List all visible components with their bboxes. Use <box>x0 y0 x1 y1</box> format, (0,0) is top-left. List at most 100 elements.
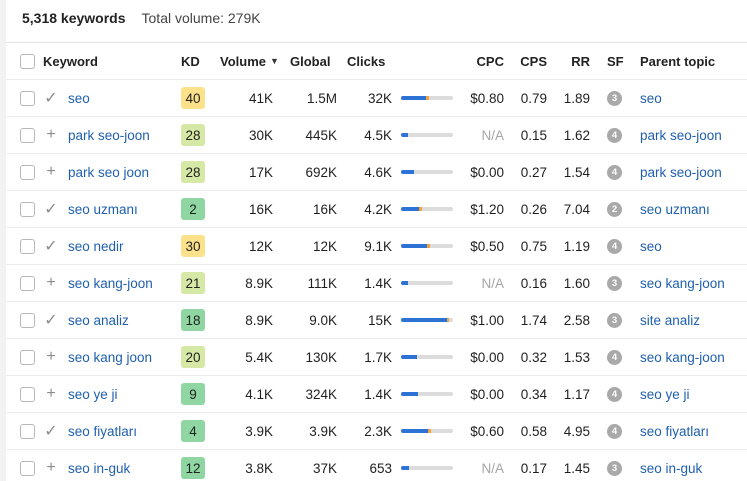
row-checkbox[interactable] <box>20 423 35 439</box>
keyword-link[interactable]: park seo joon <box>68 164 150 180</box>
column-header-clicks[interactable]: Clicks <box>347 53 386 69</box>
parent-topic-link[interactable]: seo <box>640 90 662 106</box>
column-header-volume[interactable]: Volume ▼ <box>220 43 279 79</box>
serp-features-badge[interactable]: 4 <box>607 386 622 402</box>
clicks-bar <box>401 244 453 248</box>
plus-icon[interactable]: + <box>46 459 56 476</box>
keyword-link[interactable]: park seo-joon <box>68 127 150 143</box>
cpc-value: $1.20 <box>470 201 504 217</box>
parent-topic-link[interactable]: seo kang-joon <box>640 275 725 291</box>
keyword-link[interactable]: seo ye ji <box>68 386 118 402</box>
plus-icon[interactable]: + <box>46 274 56 291</box>
select-all-checkbox[interactable] <box>20 53 35 69</box>
parent-topic-link[interactable]: seo kang-joon <box>640 349 725 365</box>
clicks-value: 4.2K <box>364 201 392 217</box>
column-header-kd[interactable]: KD <box>181 53 200 69</box>
keyword-link[interactable]: seo in-guk <box>68 460 131 476</box>
row-checkbox[interactable] <box>20 312 35 328</box>
row-checkbox[interactable] <box>20 460 35 476</box>
plus-icon[interactable]: + <box>46 348 56 365</box>
keyword-link[interactable]: seo nedir <box>68 238 124 254</box>
table-row: ✓ seo uzmanı 2 16K 16K 4.2K $1.20 0.26 7.04 2 seo … <box>6 191 747 228</box>
sort-desc-icon: ▼ <box>270 56 279 66</box>
kd-badge: 20 <box>181 346 205 368</box>
serp-features-badge[interactable]: 4 <box>607 164 622 180</box>
serp-features-badge[interactable]: 4 <box>607 423 622 439</box>
parent-topic-link[interactable]: site analiz <box>640 312 701 328</box>
clicks-value: 4.6K <box>364 164 392 180</box>
row-checkbox[interactable] <box>20 349 35 365</box>
serp-features-badge[interactable]: 3 <box>607 90 622 106</box>
column-header-cps[interactable]: CPS <box>520 53 547 69</box>
volume-value: 5.4K <box>245 349 273 365</box>
kd-badge: 30 <box>181 235 205 257</box>
plus-icon[interactable]: + <box>46 126 56 143</box>
serp-features-badge[interactable]: 4 <box>607 238 622 254</box>
clicks-bar <box>401 207 453 211</box>
column-header-rr[interactable]: RR <box>571 53 590 69</box>
row-checkbox[interactable] <box>20 164 35 180</box>
check-icon[interactable]: ✓ <box>44 90 58 107</box>
rr-value: 1.62 <box>563 127 590 143</box>
column-header-global[interactable]: Global <box>290 53 331 69</box>
row-checkbox[interactable] <box>20 275 35 291</box>
clicks-bar-other <box>428 429 431 433</box>
cpc-value: $0.50 <box>470 238 504 254</box>
serp-features-badge[interactable]: 3 <box>607 312 622 328</box>
clicks-value: 653 <box>369 460 392 476</box>
global-volume-value: 3.9K <box>309 423 337 439</box>
serp-features-badge[interactable]: 3 <box>607 275 622 291</box>
cpc-value: N/A <box>481 275 504 291</box>
parent-topic-link[interactable]: seo fiyatları <box>640 423 710 439</box>
parent-topic-link[interactable]: seo ye ji <box>640 386 690 402</box>
parent-topic-link[interactable]: seo in-guk <box>640 460 703 476</box>
check-icon[interactable]: ✓ <box>44 312 58 329</box>
keyword-link[interactable]: seo analiz <box>68 312 129 328</box>
cpc-value: $0.00 <box>470 349 504 365</box>
serp-features-badge[interactable]: 2 <box>607 201 622 217</box>
row-checkbox[interactable] <box>20 201 35 217</box>
parent-topic-link[interactable]: park seo-joon <box>640 164 722 180</box>
kd-badge: 18 <box>181 309 205 331</box>
column-header-cpc[interactable]: CPC <box>476 53 504 69</box>
parent-topic-link[interactable]: seo <box>640 238 662 254</box>
serp-features-badge[interactable]: 4 <box>607 127 622 143</box>
serp-features-badge[interactable]: 4 <box>607 349 622 365</box>
clicks-bar-organic <box>401 429 428 433</box>
cps-value: 0.15 <box>520 127 547 143</box>
plus-icon[interactable]: + <box>46 163 56 180</box>
cps-value: 0.75 <box>520 238 547 254</box>
row-checkbox[interactable] <box>20 238 35 254</box>
keyword-link[interactable]: seo kang-joon <box>68 275 153 291</box>
table-row: + seo in-guk 12 3.8K 37K 653 N/A 0.17 1.45 3 seo i… <box>6 450 747 481</box>
cps-value: 0.58 <box>520 423 547 439</box>
check-icon[interactable]: ✓ <box>44 423 58 440</box>
cpc-value: $0.60 <box>470 423 504 439</box>
clicks-bar <box>401 318 453 322</box>
parent-topic-link[interactable]: seo uzmanı <box>640 201 710 217</box>
column-header-keyword[interactable]: Keyword <box>43 53 98 69</box>
clicks-value: 4.5K <box>364 127 392 143</box>
row-checkbox[interactable] <box>20 127 35 143</box>
rr-value: 1.45 <box>563 460 590 476</box>
check-icon[interactable]: ✓ <box>44 238 58 255</box>
kd-badge: 28 <box>181 124 205 146</box>
row-checkbox[interactable] <box>20 386 35 402</box>
keyword-link[interactable]: seo fiyatları <box>68 423 138 439</box>
cps-value: 0.16 <box>520 275 547 291</box>
plus-icon[interactable]: + <box>46 385 56 402</box>
check-icon[interactable]: ✓ <box>44 201 58 218</box>
clicks-bar-organic <box>401 355 417 359</box>
keyword-link[interactable]: seo <box>68 90 90 106</box>
cpc-value: N/A <box>481 460 504 476</box>
clicks-bar-other <box>426 96 429 100</box>
row-checkbox[interactable] <box>20 90 35 106</box>
column-header-sf[interactable]: SF <box>607 53 624 69</box>
table-row: + seo ye ji 9 4.1K 324K 1.4K $0.00 0.34 1.17 4 seo… <box>6 376 747 413</box>
keyword-link[interactable]: seo uzmanı <box>68 201 138 217</box>
serp-features-badge[interactable]: 3 <box>607 460 622 476</box>
global-volume-value: 16K <box>312 201 337 217</box>
parent-topic-link[interactable]: park seo-joon <box>640 127 722 143</box>
keyword-link[interactable]: seo kang joon <box>68 349 153 365</box>
column-header-parent-topic[interactable]: Parent topic <box>640 53 716 69</box>
